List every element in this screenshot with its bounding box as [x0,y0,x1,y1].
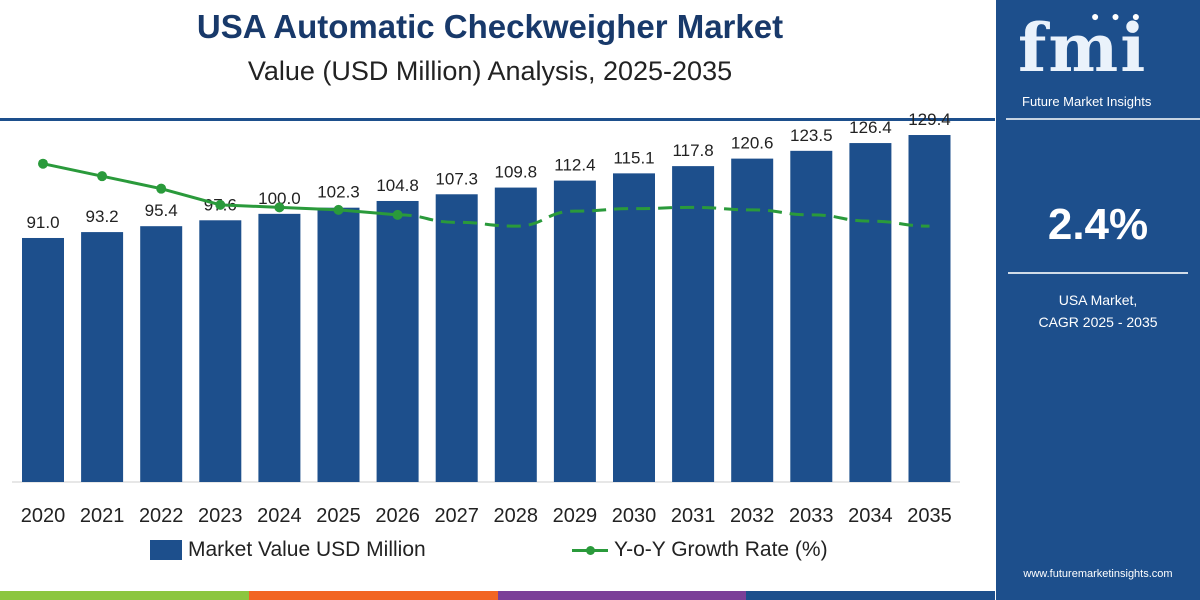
x-tick-label: 2026 [375,505,420,527]
chart-legend: Market Value USD Million Y-o-Y Growth Ra… [0,538,990,574]
bar-2032 [731,158,774,482]
x-tick-label: 2024 [257,505,302,527]
bar-2031 [672,166,715,483]
bar-value-label: 102.3 [317,183,360,202]
x-tick-label: 2032 [730,505,775,527]
legend-label-market-value: Market Value USD Million [188,538,426,561]
bar-2028 [494,187,537,482]
growth-point-2023 [215,199,226,210]
bar-2023 [199,220,242,482]
brand-logo: fmi [1018,9,1148,87]
bar-2033 [790,150,833,482]
x-tick-label: 2025 [316,505,361,527]
website-link[interactable]: www.futuremarketinsights.com [1023,568,1173,580]
bar-value-label: 126.4 [849,118,892,137]
bar-value-label: 95.4 [145,201,178,220]
growth-point-2026 [392,209,403,220]
bottom-color-stripe [0,591,995,600]
bar-value-label: 109.8 [495,163,538,182]
bar-value-label: 120.6 [731,134,774,153]
cagr-label-period: CAGR 2025 - 2035 [1038,314,1158,330]
legend-label-growth-rate: Y-o-Y Growth Rate (%) [614,538,828,561]
bar-2027 [435,194,478,482]
bar-2021 [81,232,124,482]
bar-2026 [376,200,419,482]
bar-value-label: 129.4 [908,110,951,129]
bar-2022 [140,226,183,482]
bar-value-label: 93.2 [86,207,119,226]
bar-value-label: 107.3 [435,169,478,188]
bar-2030 [613,173,655,482]
stripe-segment [497,591,747,600]
x-tick-label: 2021 [80,505,125,527]
x-tick-label: 2022 [139,505,184,527]
legend-line-swatch [572,540,608,560]
growth-point-2025 [333,204,344,215]
side-panel: ● ● ● fmi Future Market Insights 2.4% US… [996,0,1200,600]
x-tick-label: 2020 [21,505,66,527]
bar-2020 [22,237,64,482]
bar-2034 [849,143,892,483]
cagr-value: 2.4% [1047,200,1149,249]
bar-2025 [317,207,360,482]
growth-line-dashed [397,205,930,228]
growth-point-2022 [156,183,167,194]
x-tick-label: 2029 [553,505,598,527]
bar-2029 [553,180,596,482]
stripe-segment [746,591,995,600]
x-tick-label: 2033 [789,505,834,527]
stripe-segment [248,591,498,600]
x-tick-label: 2035 [907,505,952,527]
x-tick-label: 2034 [848,505,893,527]
bar-value-label: 104.8 [376,176,419,195]
bar-value-label: 100.0 [258,189,301,208]
stripe-segment [0,591,249,600]
bar-2024 [258,213,301,482]
brand-bubbles-icon: ● ● ● [1091,8,1145,24]
legend-item-growth-rate: Y-o-Y Growth Rate (%) [572,538,828,562]
header-divider [0,118,995,121]
cagr-label-market: USA Market, [1058,292,1138,308]
x-tick-label: 2028 [494,505,539,527]
panel-divider [1008,272,1188,274]
growth-point-2021 [97,171,108,182]
x-tick-label: 2031 [671,505,716,527]
x-tick-label: 2030 [612,505,657,527]
x-tick-label: 2023 [198,505,243,527]
brand-name: Future Market Insights [1022,94,1152,109]
bar-value-label: 117.8 [672,141,713,160]
legend-bar-swatch [150,540,182,560]
growth-point-2024 [274,202,285,213]
chart-plot: 91.0202093.2202195.4202297.62023100.0202… [12,110,960,527]
legend-item-market-value: Market Value USD Million [150,538,426,562]
growth-point-2020 [38,158,48,169]
bar-value-label: 115.1 [613,148,654,167]
bar-value-label: 112.4 [554,156,595,175]
bar-value-label: 91.0 [26,213,59,232]
x-tick-label: 2027 [434,505,479,527]
panel-divider-top [1006,118,1200,120]
chart-title: USA Automatic Checkweigher Market [196,8,784,45]
bar-2035 [908,135,951,482]
chart-subtitle: Value (USD Million) Analysis, 2025-2035 [247,56,733,86]
bar-value-label: 123.5 [790,126,833,145]
